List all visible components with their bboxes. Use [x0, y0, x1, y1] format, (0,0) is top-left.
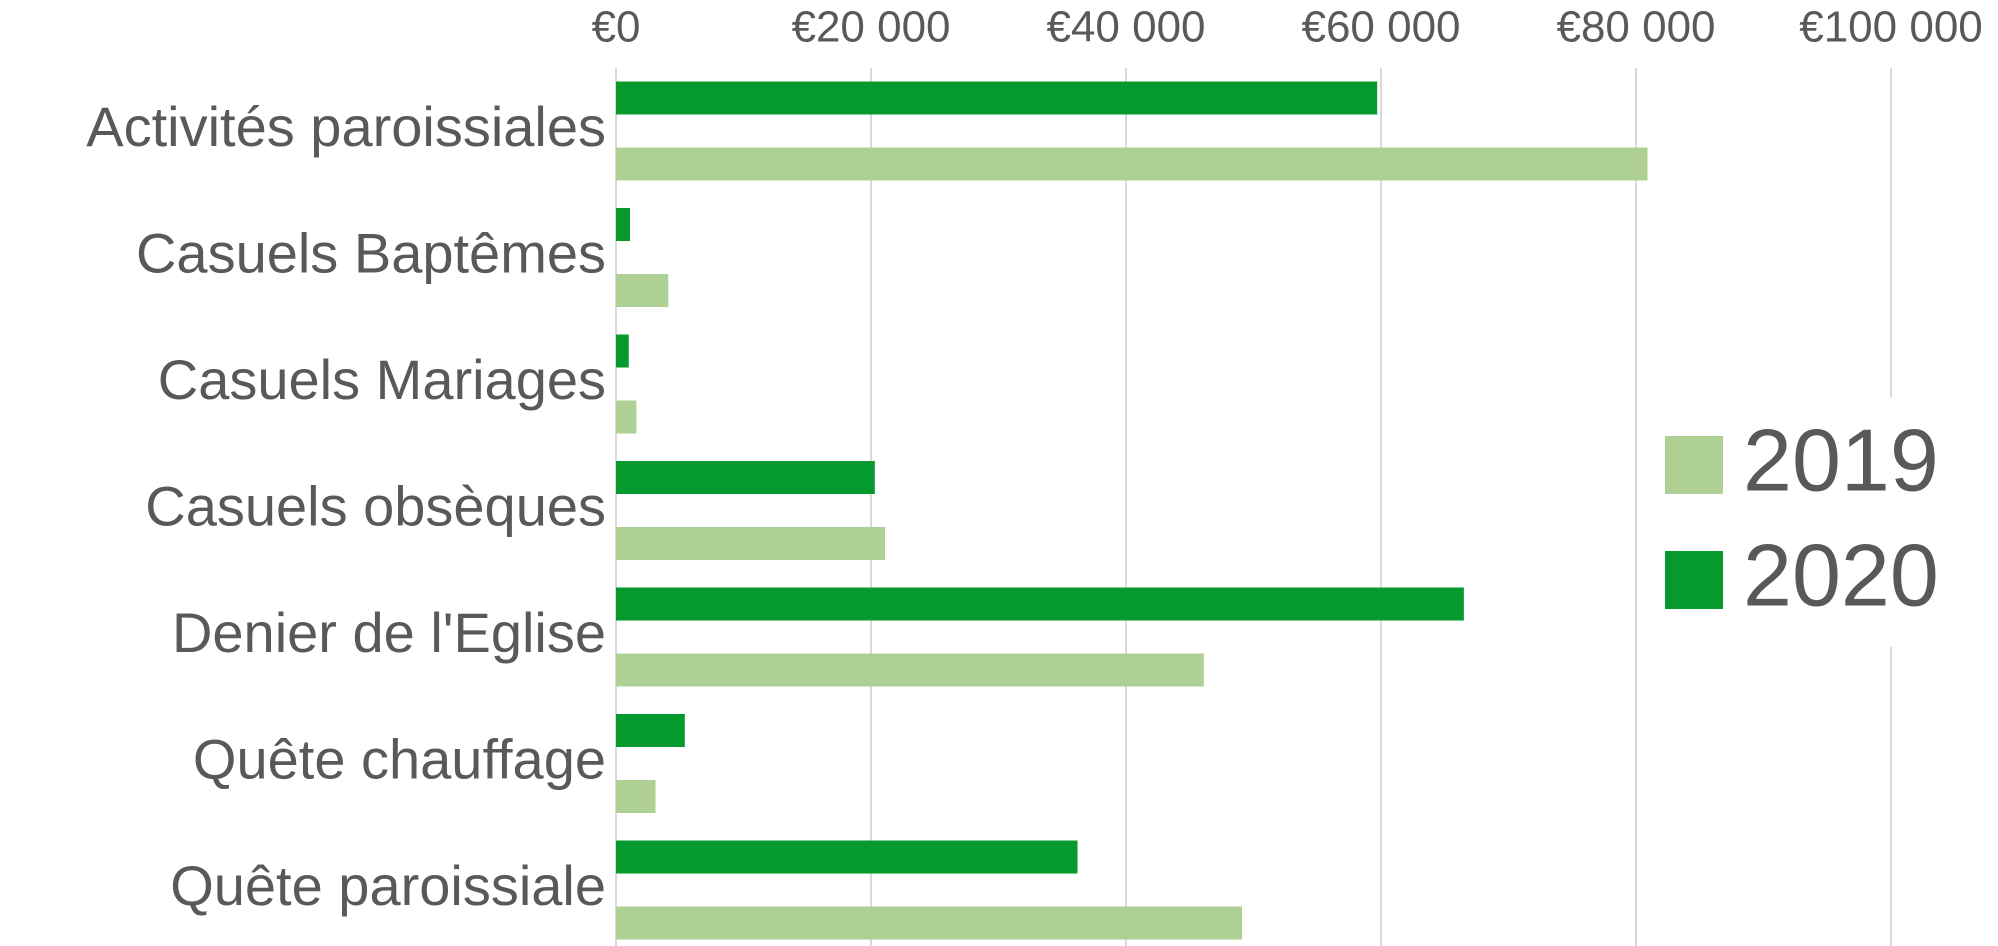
y-tick-label: Casuels Mariages: [158, 348, 606, 411]
bar: [616, 906, 1243, 940]
bar: [616, 840, 1078, 874]
bar: [616, 400, 637, 434]
y-tick-label: Quête chauffage: [193, 727, 606, 790]
legend-swatch: [1665, 551, 1723, 609]
bar: [616, 274, 669, 307]
bar: [616, 334, 629, 368]
y-tick-label: Denier de l'Eglise: [172, 601, 606, 664]
y-tick-label: Casuels obsèques: [145, 474, 606, 537]
y-tick-label: Activités paroissiales: [86, 95, 606, 158]
bar: [616, 780, 656, 813]
y-tick-label: Casuels Baptêmes: [136, 221, 606, 284]
legend-label: 2019: [1743, 410, 1939, 509]
x-tick-label: €100 000: [1799, 3, 1983, 52]
bar: [616, 653, 1204, 687]
bar: [616, 461, 875, 494]
x-tick-label: €0: [592, 3, 641, 52]
bar: [616, 81, 1378, 115]
x-tick-label: €20 000: [791, 3, 950, 52]
bar: [616, 208, 631, 241]
x-tick-label: €60 000: [1301, 3, 1460, 52]
x-tick-label: €40 000: [1046, 3, 1205, 52]
x-tick-label: €80 000: [1556, 3, 1715, 52]
legend-label: 2020: [1743, 525, 1939, 624]
bar: [616, 527, 886, 560]
y-tick-label: Quête paroissiale: [170, 854, 606, 917]
bar: [616, 714, 685, 747]
bar: [616, 147, 1648, 181]
legend-swatch: [1665, 436, 1723, 494]
bar: [616, 587, 1464, 621]
